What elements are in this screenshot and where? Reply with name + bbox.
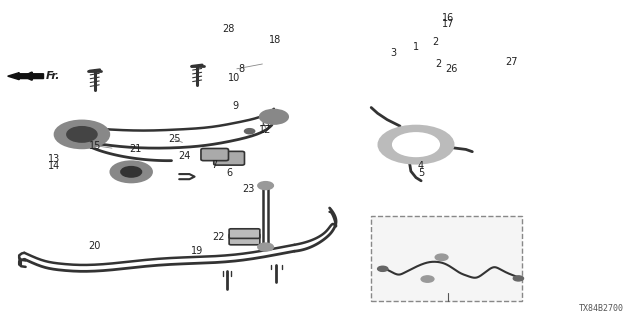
Text: 10: 10 (227, 73, 240, 84)
Circle shape (55, 121, 109, 148)
Text: 17: 17 (442, 19, 454, 29)
Circle shape (435, 254, 448, 260)
Circle shape (244, 129, 255, 134)
FancyBboxPatch shape (201, 148, 228, 161)
Text: 19: 19 (191, 246, 204, 256)
Circle shape (421, 276, 434, 282)
Text: 22: 22 (212, 232, 225, 242)
Text: 1: 1 (413, 42, 419, 52)
Text: 13: 13 (48, 154, 61, 164)
FancyArrow shape (8, 73, 44, 80)
Text: 16: 16 (442, 12, 454, 23)
FancyBboxPatch shape (229, 229, 260, 238)
Circle shape (258, 182, 273, 189)
Text: 28: 28 (222, 24, 235, 34)
Text: 7: 7 (211, 160, 218, 170)
Text: 27: 27 (506, 57, 518, 68)
Text: 20: 20 (88, 241, 101, 252)
Circle shape (379, 126, 453, 163)
Text: 6: 6 (226, 168, 232, 178)
Text: 14: 14 (48, 161, 61, 171)
Text: 24: 24 (178, 151, 191, 161)
Circle shape (121, 167, 141, 177)
Text: 2: 2 (432, 36, 438, 47)
Text: 8: 8 (239, 64, 245, 74)
Text: 12: 12 (259, 124, 272, 135)
Circle shape (513, 276, 524, 281)
Circle shape (393, 133, 439, 156)
Circle shape (67, 127, 97, 142)
Text: 3: 3 (390, 48, 397, 58)
Text: 23: 23 (242, 184, 255, 194)
Text: 18: 18 (269, 35, 282, 45)
Text: 2: 2 (435, 59, 442, 69)
Circle shape (111, 162, 152, 182)
FancyBboxPatch shape (214, 151, 244, 165)
Text: 21: 21 (129, 144, 142, 154)
Circle shape (378, 266, 388, 271)
Text: 26: 26 (445, 64, 458, 74)
Text: Fr.: Fr. (46, 71, 61, 81)
Circle shape (258, 243, 273, 251)
Text: 15: 15 (88, 140, 101, 151)
Text: 11: 11 (259, 118, 272, 128)
Circle shape (260, 110, 288, 124)
Text: 4: 4 (418, 161, 424, 172)
Text: 9: 9 (232, 100, 239, 111)
Text: 5: 5 (418, 168, 424, 178)
FancyBboxPatch shape (229, 234, 260, 245)
Text: TX84B2700: TX84B2700 (579, 304, 624, 313)
Text: 25: 25 (168, 134, 180, 144)
Bar (371, 216, 522, 301)
